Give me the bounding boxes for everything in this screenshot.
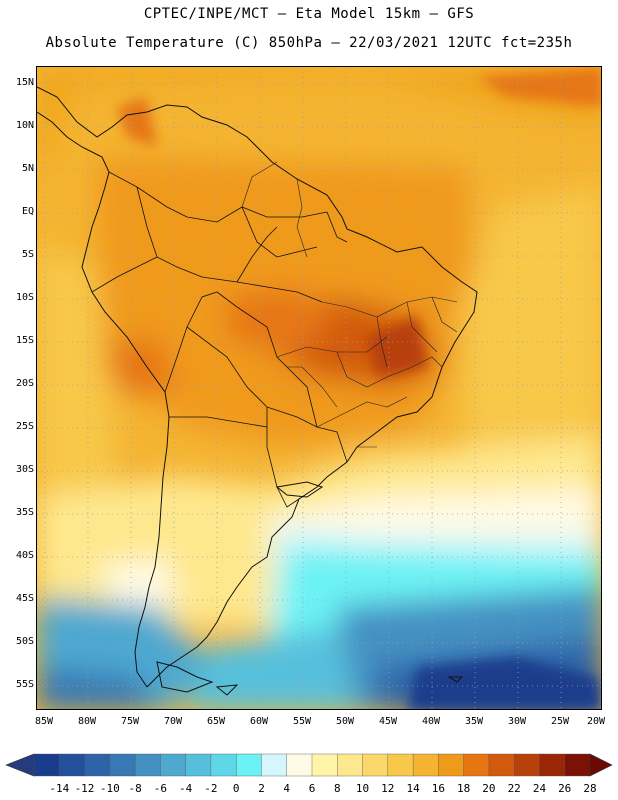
colorbar-cell xyxy=(84,753,111,777)
colorbar-tick-label: -14 xyxy=(49,782,70,795)
lon-label: 30W xyxy=(507,716,527,727)
lon-label: 40W xyxy=(421,716,441,727)
colorbar-cell xyxy=(387,753,414,777)
colorbar-tick-label: 6 xyxy=(308,782,316,795)
colorbar-tick-label: 0 xyxy=(232,782,240,795)
colorbar-tick-label: -8 xyxy=(128,782,142,795)
colorbar-tick-label: -12 xyxy=(74,782,95,795)
colorbar-tick-label: 10 xyxy=(355,782,370,795)
colorbar-tick-label: -6 xyxy=(153,782,168,795)
colorbar-cell xyxy=(160,753,187,777)
colorbar-tick-label: 16 xyxy=(431,782,446,795)
colorbar-cell xyxy=(337,753,364,777)
colorbar-cell xyxy=(362,753,389,777)
colorbar-cell xyxy=(311,753,338,777)
lon-label: 25W xyxy=(550,716,570,727)
colorbar-cell xyxy=(438,753,465,777)
colorbar-cell xyxy=(513,753,540,777)
lon-label: 70W xyxy=(163,716,183,727)
colorbar-cell xyxy=(59,753,86,777)
temperature-map[interactable] xyxy=(36,66,602,710)
temperature-colorbar xyxy=(5,753,613,777)
colorbar-tick-label: -2 xyxy=(204,782,218,795)
lon-label: 45W xyxy=(378,716,398,727)
lon-label: 35W xyxy=(464,716,484,727)
colorbar-tick-label: 28 xyxy=(583,782,597,795)
lon-label: 50W xyxy=(335,716,355,727)
lon-label: 60W xyxy=(249,716,269,727)
colorbar-tick-label: -10 xyxy=(99,782,120,795)
state-borders xyxy=(241,161,458,463)
colorbar-tick-label: 18 xyxy=(456,782,471,795)
lon-label: 20W xyxy=(586,716,606,727)
colorbar-tick-label: 2 xyxy=(258,782,265,795)
colorbar-cell xyxy=(463,753,490,777)
lat-label: 25S xyxy=(15,421,34,432)
lat-label: 55S xyxy=(15,679,34,690)
colorbar-cell xyxy=(261,753,288,777)
colorbar-tick-label: 24 xyxy=(532,782,547,795)
lon-label: 75W xyxy=(120,716,140,727)
colorbar-tick-label: 14 xyxy=(406,782,420,795)
lat-label: 10S xyxy=(15,292,34,303)
colorbar-cell xyxy=(564,753,591,777)
lat-label: 50S xyxy=(15,636,34,647)
lon-label: 65W xyxy=(206,716,226,727)
colorbar-cell xyxy=(488,753,515,777)
lat-label: 15S xyxy=(15,335,34,346)
lon-label: 85W xyxy=(34,716,54,727)
map-title-line1: CPTEC/INPE/MCT – Eta Model 15km – GFS xyxy=(143,6,475,22)
map-title-line2: Absolute Temperature (C) 850hPa – 22/03/… xyxy=(45,35,573,51)
lat-label: 45S xyxy=(15,593,34,604)
colorbar-cell xyxy=(185,753,212,777)
temperature-field xyxy=(37,67,601,709)
lon-label: 55W xyxy=(292,716,312,727)
lat-label: 20S xyxy=(15,378,34,389)
colorbar-cell xyxy=(134,753,161,777)
lat-label: 30S xyxy=(15,464,34,475)
lat-label: 40S xyxy=(15,550,34,561)
lat-label: 5N xyxy=(21,163,34,174)
colorbar-tick-label: 22 xyxy=(507,782,521,795)
lat-label: EQ xyxy=(21,206,34,217)
coastline-south-america xyxy=(37,86,478,696)
colorbar-over-arrow xyxy=(589,753,613,777)
colorbar-cell xyxy=(210,753,237,777)
colorbar-tick-label: 26 xyxy=(558,782,572,795)
colorbar-tick-label: 20 xyxy=(482,782,496,795)
colorbar-cell xyxy=(539,753,566,777)
country-borders xyxy=(91,171,348,508)
colorbar-cell xyxy=(33,753,60,777)
lat-label: 15N xyxy=(15,77,34,88)
colorbar-under-arrow xyxy=(5,753,35,777)
colorbar-cell xyxy=(235,753,262,777)
lat-label: 10N xyxy=(15,120,34,131)
colorbar-cell xyxy=(412,753,439,777)
colorbar-cell xyxy=(109,753,136,777)
colorbar-tick-label: 4 xyxy=(283,782,290,795)
lat-label: 5S xyxy=(21,249,34,260)
colorbar-tick-label: -4 xyxy=(178,782,193,795)
lat-label: 35S xyxy=(15,507,34,518)
colorbar-cell xyxy=(286,753,313,777)
lon-label: 80W xyxy=(77,716,97,727)
colorbar-tick-label: 12 xyxy=(381,782,395,795)
colorbar-tick-label: 8 xyxy=(333,782,341,795)
